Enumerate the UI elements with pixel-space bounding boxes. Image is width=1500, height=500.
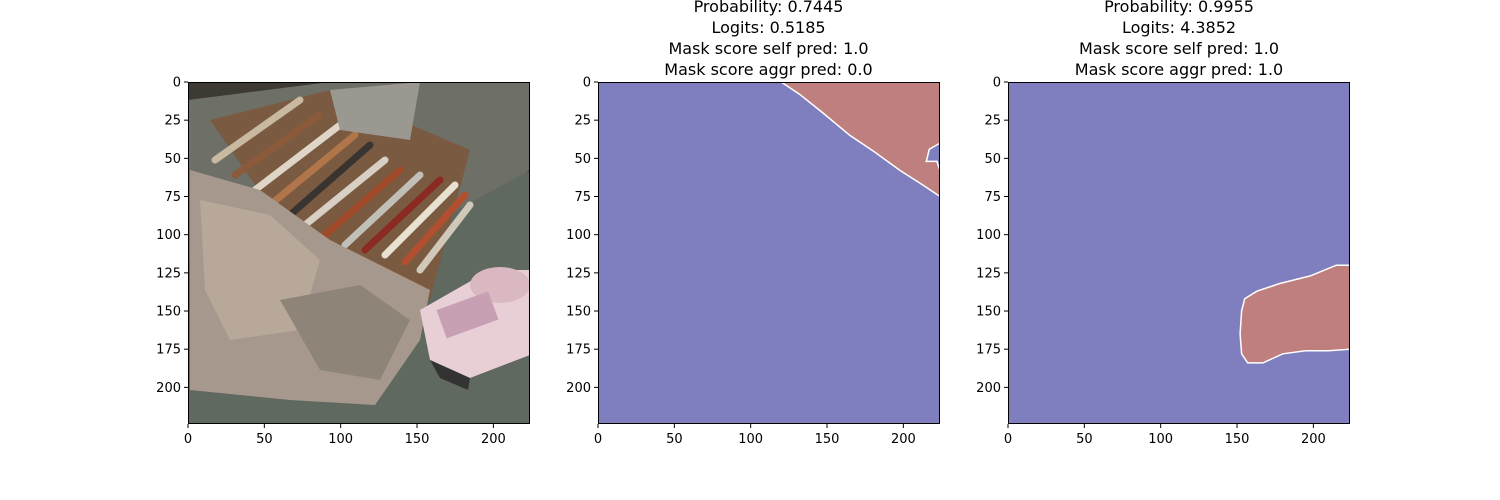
y-tick-label: 75 (984, 190, 1001, 205)
x-tick-label: 150 (405, 432, 430, 447)
y-tick-label: 100 (566, 228, 591, 243)
x-tick-label: 50 (256, 432, 273, 447)
y-tick-label: 100 (976, 228, 1001, 243)
axes-frame (598, 82, 940, 424)
y-tick-label: 25 (984, 114, 1001, 129)
mask-2-title-line-4: Mask score aggr pred: 1.0 (1075, 60, 1283, 79)
x-tick-label: 0 (594, 432, 602, 447)
panel-mask-1-ticks: 0 50 100 150 200 0 25 50 75 100 125 150 175 200 (566, 76, 916, 448)
x-tick-label: 150 (815, 432, 840, 447)
x-tick-label: 200 (481, 432, 506, 447)
y-tick-label: 200 (566, 381, 591, 396)
panel-mask-1: Probability: 0.7445 Logits: 0.5185 Mask … (566, 0, 941, 448)
mask-2-title-line-2: Logits: 4.3852 (1122, 18, 1236, 37)
y-tick-label: 150 (976, 305, 1001, 320)
y-tick-label: 100 (156, 228, 181, 243)
y-tick-label: 175 (566, 343, 591, 358)
y-tick-label: 175 (156, 343, 181, 358)
y-tick-label: 125 (976, 266, 1001, 281)
mask-1-title-line-3: Mask score self pred: 1.0 (668, 39, 868, 58)
y-tick-label: 50 (574, 152, 591, 167)
y-tick-label: 200 (156, 381, 181, 396)
y-tick-label: 0 (173, 76, 181, 91)
mask-2-title-line-1: Probability: 0.9955 (1104, 0, 1254, 16)
mask-2-background-class (1008, 82, 1350, 424)
y-tick-label: 125 (156, 266, 181, 281)
y-tick-label: 175 (976, 343, 1001, 358)
mask-1-title-line-4: Mask score aggr pred: 0.0 (664, 60, 872, 79)
x-tick-label: 50 (666, 432, 683, 447)
y-tick-label: 75 (164, 190, 181, 205)
x-tick-label: 200 (1301, 432, 1326, 447)
photo-image (188, 82, 530, 424)
y-tick-label: 200 (976, 381, 1001, 396)
y-tick-label: 150 (156, 305, 181, 320)
x-tick-label: 0 (1004, 432, 1012, 447)
x-tick-label: 50 (1076, 432, 1093, 447)
axes-frame (1008, 82, 1350, 424)
mask-2-foreground-region (1239, 264, 1351, 364)
panel-mask-2: Probability: 0.9955 Logits: 4.3852 Mask … (976, 0, 1351, 448)
y-tick-label: 50 (984, 152, 1001, 167)
y-tick-label: 125 (566, 266, 591, 281)
y-tick-label: 75 (574, 190, 591, 205)
mask-1-title-line-2: Logits: 0.5185 (711, 18, 825, 37)
x-tick-label: 0 (184, 432, 192, 447)
x-tick-label: 100 (738, 432, 763, 447)
y-tick-label: 150 (566, 305, 591, 320)
panel-photo-ticks: 0 50 100 150 200 0 25 50 75 100 125 150 175 200 (156, 76, 506, 448)
x-tick-label: 100 (328, 432, 353, 447)
y-tick-label: 25 (164, 114, 181, 129)
y-tick-label: 0 (583, 76, 591, 91)
spray-can (420, 267, 530, 390)
y-tick-label: 25 (574, 114, 591, 129)
mask-1-title-line-1: Probability: 0.7445 (694, 0, 844, 16)
panel-photo: 0 50 100 150 200 0 25 50 75 100 125 150 175 200 (156, 76, 530, 448)
y-tick-label: 50 (164, 152, 181, 167)
mask-2-title-line-3: Mask score self pred: 1.0 (1079, 39, 1279, 58)
panel-mask-2-ticks: 0 50 100 150 200 0 25 50 75 100 125 150 175 200 (976, 76, 1326, 448)
x-tick-label: 200 (891, 432, 916, 447)
axes-frame (188, 82, 530, 424)
x-tick-label: 100 (1148, 432, 1173, 447)
y-tick-label: 0 (993, 76, 1001, 91)
x-tick-label: 150 (1225, 432, 1250, 447)
